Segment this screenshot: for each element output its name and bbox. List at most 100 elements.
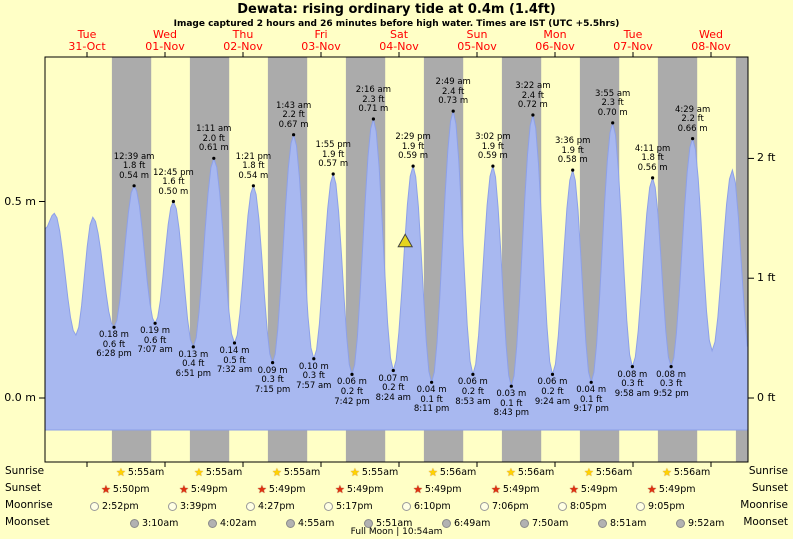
moonrise-time: 2:52pm bbox=[102, 500, 139, 512]
tide-extreme-dot bbox=[171, 199, 175, 204]
day-label: Fri 03-Nov bbox=[301, 28, 341, 53]
moonrise-icon bbox=[246, 501, 255, 511]
moonset-time: 9:52am bbox=[688, 517, 725, 529]
moonset-icon bbox=[286, 518, 295, 528]
tide-extreme-dot bbox=[312, 357, 316, 361]
sunset-label-left: Sunset bbox=[5, 482, 42, 494]
moonset-label-right: Moonset bbox=[743, 516, 788, 528]
low-tide-annotation: 0.08 m 0.3 ft 9:58 am bbox=[614, 369, 651, 399]
moonrise-entry: 6:10pm bbox=[402, 498, 451, 514]
tide-extreme-dot bbox=[371, 117, 375, 121]
moonset-icon bbox=[130, 518, 139, 528]
tide-extreme-dot bbox=[411, 164, 415, 168]
moonset-entry: 6:49am bbox=[442, 515, 490, 531]
high-tide-annotation: 2:16 am 2.3 ft 0.71 m bbox=[355, 85, 392, 115]
tide-extreme-dot bbox=[271, 361, 275, 365]
tide-extreme-dot bbox=[691, 137, 695, 141]
tide-extreme-dot bbox=[292, 133, 296, 137]
day-label: Sun 05-Nov bbox=[457, 28, 497, 53]
sunrise-entry: ★ 5:56am bbox=[584, 464, 632, 480]
moonrise-entry: 2:52pm bbox=[90, 498, 139, 514]
low-tide-annotation: 0.19 m 0.6 ft 7:07 am bbox=[137, 326, 173, 356]
sunrise-icon: ★ bbox=[662, 465, 672, 479]
moonrise-icon bbox=[324, 501, 333, 511]
moonrise-time: 7:06pm bbox=[492, 500, 529, 512]
sunset-icon: ★ bbox=[647, 482, 657, 496]
sunrise-icon: ★ bbox=[506, 465, 516, 479]
sunrise-entry: ★ 5:56am bbox=[662, 464, 710, 480]
sunset-time: 5:49pm bbox=[658, 483, 696, 495]
high-tide-annotation: 12:39 am 1.8 ft 0.54 m bbox=[113, 151, 155, 181]
current-tide-marker bbox=[397, 233, 414, 248]
low-tide-annotation: 0.09 m 0.3 ft 7:15 pm bbox=[254, 365, 291, 395]
y-axis-label-left: 0.0 m bbox=[4, 391, 36, 404]
chart-subtitle: Image captured 2 hours and 26 minutes be… bbox=[173, 19, 620, 29]
moonrise-entry: 8:05pm bbox=[558, 498, 607, 514]
sunrise-entry: ★ 5:55am bbox=[350, 464, 398, 480]
moonrise-icon bbox=[636, 501, 645, 511]
tide-extreme-dot bbox=[630, 365, 635, 369]
sunrise-entry: ★ 5:56am bbox=[428, 464, 476, 480]
high-tide-annotation: 4:11 pm 1.8 ft 0.56 m bbox=[634, 143, 671, 174]
sunset-entry: ★ 5:49pm bbox=[179, 481, 228, 497]
high-tide-annotation: 12:45 pm 1.6 ft 0.50 m bbox=[152, 167, 194, 197]
sunrise-entry: ★ 5:55am bbox=[194, 464, 242, 480]
tide-extreme-dot bbox=[589, 380, 593, 384]
sunset-icon: ★ bbox=[179, 482, 189, 496]
moonset-entry: 4:55am bbox=[286, 515, 334, 531]
sunset-time: 5:49pm bbox=[502, 483, 540, 495]
tide-extreme-dot bbox=[611, 121, 615, 125]
moonrise-label-right: Moonrise bbox=[740, 499, 788, 511]
moonset-time: 4:02am bbox=[220, 517, 257, 529]
sunset-entry: ★ 5:49pm bbox=[491, 481, 540, 497]
moonrise-time: 3:39pm bbox=[180, 500, 217, 512]
moonset-icon bbox=[442, 518, 451, 528]
day-label: Mon 06-Nov bbox=[535, 28, 575, 53]
sunrise-entry: ★ 5:56am bbox=[506, 464, 554, 480]
tide-extreme-dot bbox=[531, 113, 535, 117]
moonset-time: 7:50am bbox=[532, 517, 569, 529]
moonrise-time: 8:05pm bbox=[570, 500, 607, 512]
low-tide-annotation: 0.06 m 0.2 ft 8:53 am bbox=[455, 377, 491, 407]
high-tide-annotation: 2:49 am 2.4 ft 0.73 m bbox=[435, 77, 471, 107]
low-tide-annotation: 0.14 m 0.5 ft 7:32 am bbox=[216, 346, 253, 376]
low-tide-annotation: 0.18 m 0.6 ft 6:28 pm bbox=[96, 330, 132, 360]
moonrise-entry: 7:06pm bbox=[480, 498, 529, 514]
moonrise-time: 6:10pm bbox=[414, 500, 451, 512]
y-axis-label-left: 0.5 m bbox=[4, 194, 36, 208]
moonset-entry: 5:51am bbox=[364, 515, 412, 531]
day-label: Sat 04-Nov bbox=[379, 28, 419, 53]
sunrise-icon: ★ bbox=[194, 465, 204, 479]
moonset-time: 3:10am bbox=[142, 517, 179, 529]
high-tide-annotation: 1:43 am 2.2 ft 0.67 m bbox=[275, 100, 312, 130]
tide-extreme-dot bbox=[191, 345, 195, 349]
sunset-entry: ★ 5:49pm bbox=[413, 481, 462, 497]
low-tide-annotation: 0.03 m 0.1 ft 8:43 pm bbox=[493, 389, 530, 419]
sunrise-time: 5:56am bbox=[673, 466, 711, 478]
moonset-entry: 3:10am bbox=[130, 515, 178, 531]
tide-extreme-dot bbox=[571, 168, 575, 172]
sunset-icon: ★ bbox=[491, 482, 501, 496]
moonset-icon bbox=[364, 518, 373, 528]
high-tide-annotation: 3:02 pm 1.9 ft 0.59 m bbox=[475, 132, 511, 162]
day-label: Thu 02-Nov bbox=[223, 28, 263, 53]
sunset-time: 5:49pm bbox=[190, 483, 228, 495]
moonset-entry: 9:52am bbox=[676, 515, 724, 531]
y-axis-label-right: 1 ft bbox=[757, 271, 776, 285]
moonset-row: Moonset 3:10am 4:02am 4:55am 5:51am 6:49am 7:… bbox=[0, 515, 793, 531]
sunset-icon: ★ bbox=[335, 482, 345, 496]
sunrise-time: 5:56am bbox=[595, 466, 633, 478]
moonrise-icon bbox=[168, 501, 177, 511]
low-tide-annotation: 0.07 m 0.2 ft 8:24 am bbox=[375, 373, 411, 403]
sunrise-time: 5:55am bbox=[205, 466, 243, 478]
moonrise-time: 5:17pm bbox=[336, 500, 373, 512]
low-tide-annotation: 0.08 m 0.3 ft 9:52 pm bbox=[653, 369, 689, 399]
sunset-time: 5:49pm bbox=[580, 483, 618, 495]
moonset-icon bbox=[520, 518, 529, 528]
sunrise-entry: ★ 5:55am bbox=[272, 464, 320, 480]
moonrise-entry: 3:39pm bbox=[168, 498, 217, 514]
tide-extreme-dot bbox=[471, 372, 475, 376]
sunset-entry: ★ 5:49pm bbox=[569, 481, 618, 497]
moonrise-icon bbox=[480, 501, 489, 511]
